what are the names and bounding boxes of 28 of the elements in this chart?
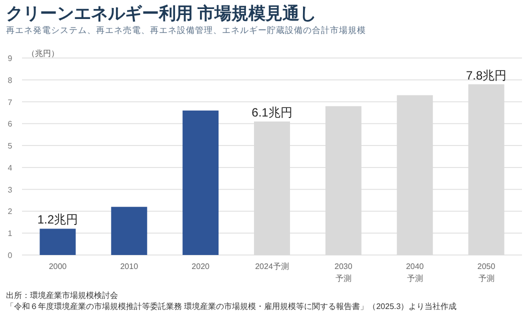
ytick: 9 [8,54,12,63]
xtick: 2020 [192,262,210,271]
xtick: 2000 [48,262,67,271]
ytick: 3 [8,185,12,194]
xtick: 予測 [478,274,494,283]
xtick: 2040 [406,262,424,271]
title: クリーンエネルギー利用 市場規模見通し [6,4,317,23]
xtick: 予測 [335,274,352,283]
ytick: 5 [8,142,12,151]
xtick: 2050 [477,262,496,271]
ytick: 6 [8,120,12,129]
ylabel: （兆円） [27,49,59,58]
annotation: 出所：環境産業市場規模検討会 [6,291,118,300]
value-label: 6.1兆円 [252,105,292,120]
value-label: 1.2兆円 [37,212,78,227]
ytick: 7 [8,98,12,107]
xtick: 2024予測 [255,262,289,271]
ytick: 2 [8,207,12,216]
xtick: 予測 [406,274,423,283]
annotation: 「令和６年度環境産業の市場規模推計等委託業務 環境産業の市場規模・雇用規模等に関する報告書」（2025.3）より当社作成 [6,302,457,311]
ytick: 0 [8,251,12,260]
ytick: 8 [8,76,12,85]
xtick: 2010 [120,262,138,271]
value-label: 7.8兆円 [466,68,507,82]
ytick: 4 [8,163,12,172]
ytick: 1 [8,229,12,238]
subtitle: 再エネ発電システム、再エネ売電、再エネ設備管理、エネルギー貯蔵設備の合計市場規模 [6,25,366,35]
xtick: 2030 [334,262,352,271]
